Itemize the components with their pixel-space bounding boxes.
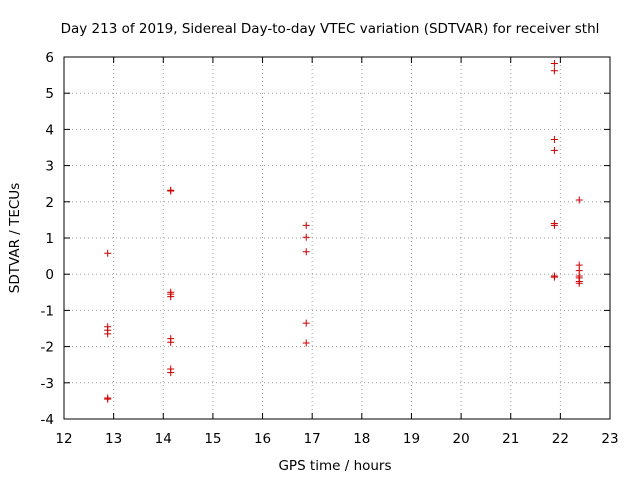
- x-axis: 12 13 14 15 16 17 18 19 20 21 22 23: [55, 57, 619, 447]
- data-point: [550, 221, 558, 229]
- y-tick-label: -1: [41, 303, 54, 319]
- y-tick-label: 6: [45, 50, 54, 66]
- y-tick-label: -3: [41, 376, 54, 392]
- y-tick-label: 2: [45, 195, 54, 211]
- data-point: [104, 330, 112, 338]
- y-tick-label: 0: [45, 267, 54, 283]
- x-tick-label: 20: [452, 431, 469, 447]
- y-axis-label: SDTVAR / TECUs: [7, 183, 23, 293]
- data-point: [104, 249, 112, 257]
- data-point: [104, 395, 112, 403]
- y-tick-label: 4: [45, 122, 54, 138]
- data-point: [302, 221, 310, 229]
- data-point: [575, 196, 583, 204]
- data-points: [104, 60, 583, 403]
- data-point: [550, 146, 558, 154]
- x-tick-label: 22: [552, 431, 569, 447]
- data-point: [302, 339, 310, 347]
- data-point: [167, 369, 175, 377]
- y-tick-label: 3: [45, 159, 54, 175]
- y-tick-label: 5: [45, 86, 54, 102]
- x-tick-label: 13: [105, 431, 122, 447]
- x-tick-label: 12: [55, 431, 72, 447]
- y-tick-label: -4: [41, 412, 54, 428]
- data-point: [302, 248, 310, 256]
- data-point: [575, 279, 583, 287]
- data-point: [302, 233, 310, 241]
- x-axis-label: GPS time / hours: [278, 458, 391, 474]
- data-point: [550, 136, 558, 144]
- x-tick-label: 16: [254, 431, 271, 447]
- data-point: [550, 60, 558, 68]
- data-point: [550, 67, 558, 75]
- x-tick-label: 14: [155, 431, 172, 447]
- chart-title: Day 213 of 2019, Sidereal Day-to-day VTE…: [61, 21, 600, 37]
- x-tick-label: 18: [353, 431, 370, 447]
- x-tick-label: 21: [502, 431, 519, 447]
- y-tick-label: 1: [45, 231, 54, 247]
- data-point: [167, 338, 175, 346]
- x-tick-label: 23: [601, 431, 618, 447]
- data-point: [302, 319, 310, 327]
- y-axis: -4 -3 -2 -1 0 1 2 3 4 5 6: [41, 50, 610, 428]
- grid-lines: [64, 57, 610, 419]
- data-point: [167, 293, 175, 301]
- y-tick-label: -2: [41, 340, 54, 356]
- data-point: [167, 187, 175, 195]
- data-point: [550, 273, 558, 281]
- x-tick-label: 17: [304, 431, 321, 447]
- x-tick-label: 15: [204, 431, 221, 447]
- x-tick-label: 19: [403, 431, 420, 447]
